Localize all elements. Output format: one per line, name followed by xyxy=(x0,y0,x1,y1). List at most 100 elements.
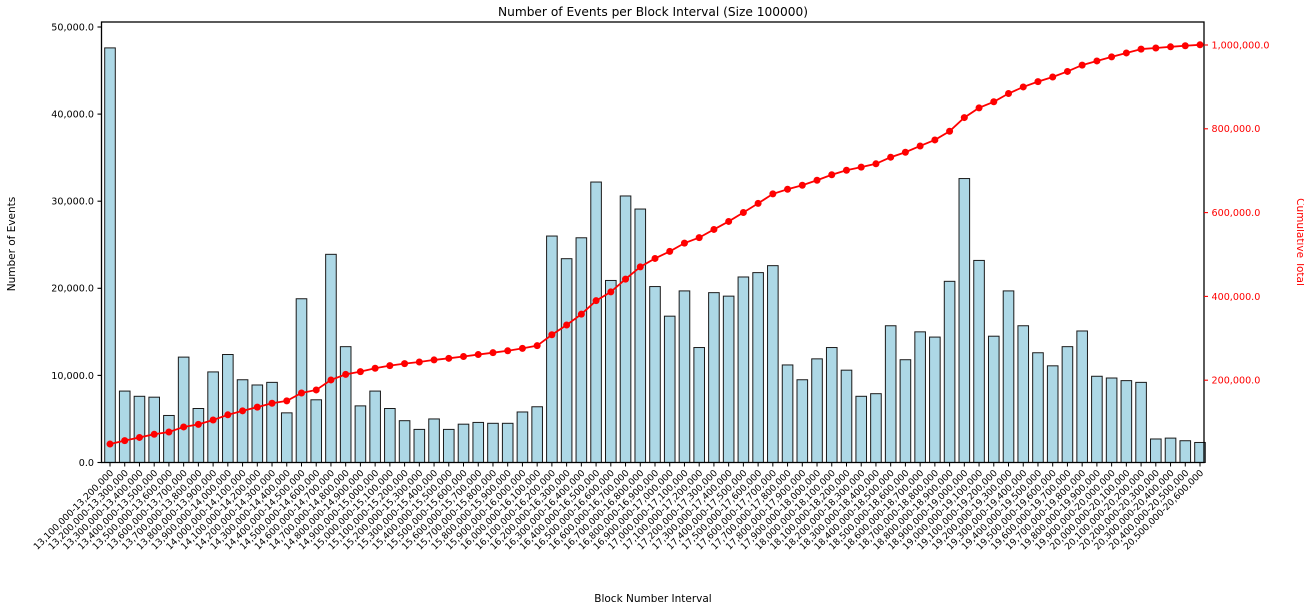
bar xyxy=(884,325,897,463)
left-tick-label: 30,000.0 xyxy=(51,197,94,208)
cumulative-point xyxy=(239,407,247,415)
cumulative-point xyxy=(960,114,968,122)
cumulative-point xyxy=(1122,49,1130,57)
cumulative-point xyxy=(710,225,718,233)
bar xyxy=(870,393,882,463)
cumulative-point xyxy=(607,288,615,296)
bar xyxy=(781,364,794,464)
cumulative-point xyxy=(327,376,335,384)
cumulative-point xyxy=(1196,41,1204,49)
cumulative-point xyxy=(931,136,939,144)
cumulative-point xyxy=(135,433,143,441)
cumulative-point xyxy=(798,181,806,189)
x-axis-label: Block Number Interval xyxy=(594,593,711,605)
cumulative-point xyxy=(857,163,865,171)
bar xyxy=(958,178,971,464)
bar xyxy=(634,208,647,463)
cumulative-point xyxy=(224,411,232,419)
bar xyxy=(605,279,617,463)
plot-border xyxy=(100,21,1205,464)
cumulative-point xyxy=(1181,42,1189,50)
cumulative-point xyxy=(1063,67,1071,75)
bar xyxy=(398,420,411,464)
cumulative-point xyxy=(430,356,438,364)
bar xyxy=(1150,438,1162,464)
cumulative-point xyxy=(474,351,482,359)
bar xyxy=(752,272,764,463)
bar xyxy=(1135,381,1147,463)
bar xyxy=(472,421,485,463)
cumulative-point xyxy=(121,437,129,445)
cumulative-point xyxy=(371,364,379,372)
cumulative-point xyxy=(872,160,880,168)
bar xyxy=(1002,290,1015,463)
bar xyxy=(413,428,426,463)
cumulative-point xyxy=(209,416,217,424)
cumulative-point xyxy=(1167,43,1175,51)
bar xyxy=(546,235,558,463)
bar xyxy=(118,390,131,463)
cumulative-point xyxy=(180,423,188,431)
cumulative-point xyxy=(666,247,674,255)
bar xyxy=(177,356,190,463)
bar xyxy=(1076,330,1088,464)
bar xyxy=(840,369,853,464)
bar xyxy=(104,47,116,464)
bar xyxy=(796,379,809,463)
cumulative-point xyxy=(106,440,114,448)
cumulative-point xyxy=(1078,61,1086,69)
cumulative-point xyxy=(165,428,173,436)
bar xyxy=(1179,440,1192,464)
cumulative-point xyxy=(283,397,291,405)
left-tick-label: 50,000.0 xyxy=(51,22,94,33)
bar xyxy=(1120,380,1133,464)
cumulative-point xyxy=(651,254,659,262)
bar xyxy=(325,253,337,463)
bar xyxy=(236,379,249,463)
left-tick-label: 40,000.0 xyxy=(51,110,94,121)
left-tick-label: 0.0 xyxy=(79,458,94,469)
bar xyxy=(487,422,499,463)
bar xyxy=(693,347,705,463)
cumulative-point xyxy=(297,389,305,397)
bar xyxy=(649,286,661,463)
bar xyxy=(737,276,750,464)
cumulative-point xyxy=(1152,44,1160,52)
bar xyxy=(516,411,529,464)
bar xyxy=(295,298,308,463)
bar xyxy=(501,422,514,463)
bar xyxy=(148,396,160,463)
y-axis-label-right: Cumulative Total xyxy=(1294,198,1304,286)
bar xyxy=(222,354,234,463)
bar xyxy=(1091,375,1103,463)
bar xyxy=(133,395,146,463)
cumulative-point xyxy=(975,104,983,112)
cumulative-point xyxy=(592,297,600,305)
cumulative-point xyxy=(842,166,850,174)
cumulative-point xyxy=(739,209,747,217)
bar xyxy=(251,384,264,464)
bar xyxy=(163,414,175,463)
bar xyxy=(266,381,278,463)
bar xyxy=(767,265,779,463)
cumulative-point xyxy=(916,142,924,150)
bar xyxy=(192,408,205,463)
bar xyxy=(1017,325,1030,463)
bar xyxy=(1032,352,1044,463)
cumulative-point xyxy=(577,310,585,318)
bar xyxy=(354,405,367,464)
bar xyxy=(1061,346,1074,463)
left-tick-label: 20,000.0 xyxy=(51,284,94,295)
cumulative-point xyxy=(901,148,909,156)
cumulative-point xyxy=(253,403,261,411)
bar xyxy=(428,418,440,464)
bar xyxy=(560,258,573,463)
cumulative-point xyxy=(769,190,777,198)
cumulative-point xyxy=(622,275,630,283)
bar xyxy=(929,336,941,463)
bar xyxy=(825,347,838,463)
cumulative-point xyxy=(1137,45,1145,53)
cumulative-point xyxy=(415,358,423,366)
bar xyxy=(987,335,1000,464)
